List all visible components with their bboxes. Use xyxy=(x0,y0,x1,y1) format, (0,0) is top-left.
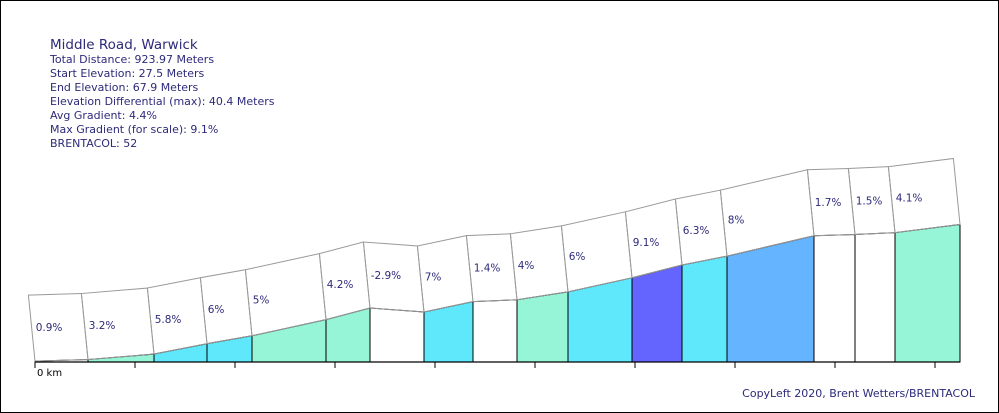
route-title: Middle Road, Warwick xyxy=(50,37,198,53)
segment-gradient-label: 1.7% xyxy=(815,197,842,209)
segment-gradient-label: 5.8% xyxy=(155,314,182,326)
segment-gradient-label: 6.3% xyxy=(683,225,710,237)
segment-gradient-label: 4% xyxy=(518,260,535,272)
copyright-credit: CopyLeft 2020, Brent Wetters/BRENTACOL xyxy=(742,387,975,400)
segment-gradient-label: 9.1% xyxy=(633,237,660,249)
segment-gradient-label: 1.5% xyxy=(856,196,883,208)
segment-gradient-label: 8% xyxy=(728,214,745,226)
start-elevation: Start Elevation: 27.5 Meters xyxy=(50,67,205,80)
total-distance: Total Distance: 923.97 Meters xyxy=(50,53,215,66)
profile-segment xyxy=(894,223,961,363)
profile-segment xyxy=(472,299,518,363)
end-elevation: End Elevation: 67.9 Meters xyxy=(50,81,199,94)
segment-gradient-label: 3.2% xyxy=(89,320,116,332)
profile-segment xyxy=(726,235,815,363)
segment-gradient-label: 6% xyxy=(569,251,586,263)
segment-gradient-label: 4.2% xyxy=(327,279,354,291)
profile-segment xyxy=(854,232,896,363)
profile-segment xyxy=(631,264,683,363)
brentacol-score: BRENTACOL: 52 xyxy=(50,137,138,150)
x-tick-label: 0 km xyxy=(37,368,62,379)
elevation-differential: Elevation Differential (max): 40.4 Meter… xyxy=(50,95,275,108)
profile-segment xyxy=(681,255,728,363)
segment-label-box xyxy=(887,157,961,234)
profile-segment xyxy=(325,307,371,363)
segment-gradient-label: 5% xyxy=(253,295,270,307)
segment-gradient-label: 7% xyxy=(425,272,442,284)
route-info: Middle Road, Warwick Total Distance: 923… xyxy=(50,37,274,151)
segment-gradient-label: 0.9% xyxy=(36,322,63,334)
profile-segment xyxy=(251,318,327,363)
segment-gradient-label: 6% xyxy=(208,304,225,316)
avg-gradient: Avg Gradient: 4.4% xyxy=(50,109,157,122)
profile-segment xyxy=(813,233,856,363)
segment-gradient-label: 4.1% xyxy=(896,193,923,205)
segment-gradient-label: 1.4% xyxy=(474,263,501,275)
profile-segment xyxy=(567,277,633,363)
max-gradient: Max Gradient (for scale): 9.1% xyxy=(50,123,219,136)
profile-segment xyxy=(369,307,425,363)
profile-segment xyxy=(516,291,569,363)
segment-gradient-label: -2.9% xyxy=(371,270,401,282)
